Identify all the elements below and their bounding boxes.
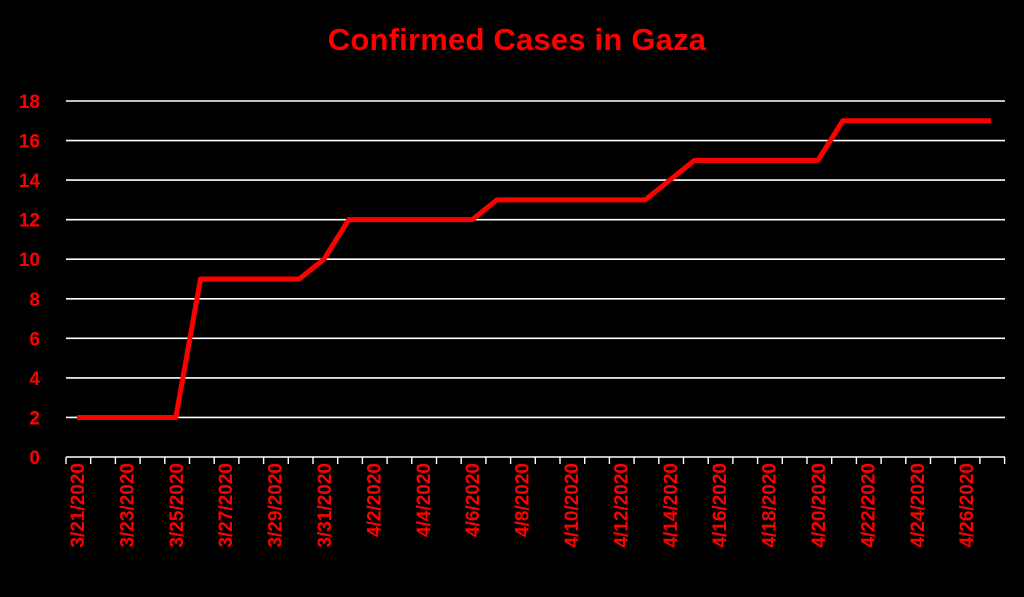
x-tick-label: 4/20/2020 bbox=[809, 463, 830, 548]
x-tick-label: 3/27/2020 bbox=[216, 463, 237, 548]
x-tick-label: 4/14/2020 bbox=[661, 463, 682, 548]
x-tick-label: 4/10/2020 bbox=[562, 463, 583, 548]
y-tick-label: 8 bbox=[29, 290, 40, 311]
series-line bbox=[77, 118, 991, 420]
x-tick-label: 3/23/2020 bbox=[117, 463, 138, 548]
y-tick-label: 6 bbox=[29, 329, 40, 350]
x-tick-label: 4/8/2020 bbox=[513, 463, 534, 537]
y-tick-label: 4 bbox=[29, 369, 40, 390]
x-tick-label: 4/6/2020 bbox=[463, 463, 484, 537]
y-tick-label: 18 bbox=[19, 92, 40, 113]
x-tick-label: 3/21/2020 bbox=[68, 463, 89, 548]
x-tick-label: 4/16/2020 bbox=[710, 463, 731, 548]
x-tick-label: 4/18/2020 bbox=[760, 463, 781, 548]
x-axis-ticks: 3/21/2020 3/23/2020 3/25/2020 3/27/2020 3/29… bbox=[68, 463, 978, 548]
x-tick-label: 4/2/2020 bbox=[364, 463, 385, 537]
chart-title: Confirmed Cases in Gaza bbox=[327, 22, 707, 57]
x-tick-label: 3/25/2020 bbox=[167, 463, 188, 548]
x-tick-label: 4/4/2020 bbox=[414, 463, 435, 537]
gridlines bbox=[66, 100, 1005, 419]
y-tick-label: 14 bbox=[19, 171, 41, 192]
y-tick-label: 10 bbox=[19, 250, 40, 271]
y-axis-ticks: 0 2 4 6 8 10 12 14 16 18 bbox=[19, 92, 41, 469]
x-tick-label: 4/24/2020 bbox=[908, 463, 929, 548]
y-tick-label: 16 bbox=[19, 132, 40, 153]
y-tick-label: 0 bbox=[29, 448, 40, 469]
x-tick-label: 4/22/2020 bbox=[858, 463, 879, 548]
x-axis bbox=[65, 456, 1006, 464]
x-tick-label: 3/31/2020 bbox=[315, 463, 336, 548]
series bbox=[77, 118, 991, 420]
y-tick-label: 2 bbox=[29, 408, 40, 429]
x-tick-label: 4/26/2020 bbox=[957, 463, 978, 548]
x-tick-label: 3/29/2020 bbox=[266, 463, 287, 548]
y-tick-label: 12 bbox=[19, 211, 40, 232]
x-tick-label: 4/12/2020 bbox=[611, 463, 632, 548]
